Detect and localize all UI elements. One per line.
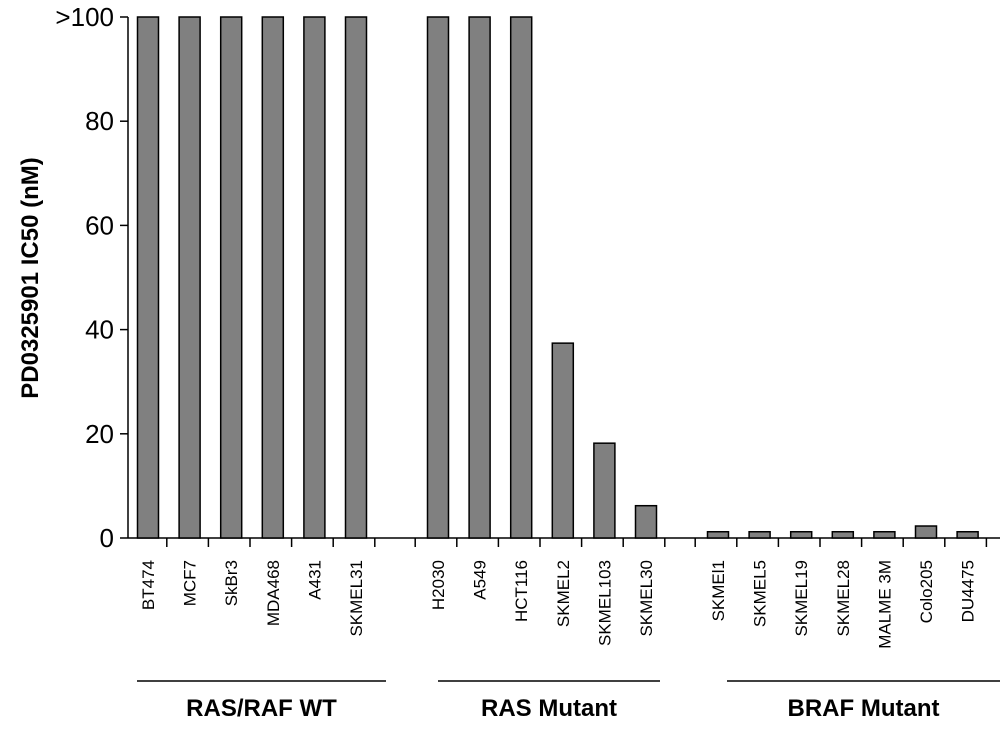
category-labels: BT474 MCF7 SkBr3 MDA468 A431 SKMEL31 H2030 A549… [139,560,978,649]
category-label: HCT116 [512,560,531,622]
category-label: SKMEL28 [834,560,853,637]
category-label: SKMEL30 [637,560,656,637]
bar-hct116 [509,16,533,539]
group-label: RAS/RAF WT [186,695,337,722]
group-label: BRAF Mutant [788,695,940,722]
bar-bt474 [136,16,160,539]
category-label: SKMEL5 [751,560,770,627]
category-label: SKMEL2 [554,560,573,627]
category-label: MDA468 [264,560,283,626]
bar-skmel2 [551,342,575,539]
category-label: A431 [305,560,324,600]
y-tick-label: >100 [55,2,114,32]
bar-skmel5 [748,530,771,539]
y-tick-label: 20 [85,419,114,449]
y-tick-label: 80 [85,106,114,136]
category-label: MCF7 [181,560,200,606]
y-tick-label: 40 [85,315,114,345]
bar-a549 [468,16,491,539]
category-label: H2030 [429,560,448,610]
bars [136,16,979,539]
category-label: SKMEL103 [595,560,614,646]
bar-colo205 [914,525,938,539]
bar-mda468 [261,16,285,539]
category-label: A549 [471,560,490,600]
category-label: DU4475 [959,560,978,622]
group-labels: RAS/RAF WT RAS Mutant BRAF Mutant [137,680,1000,722]
category-label: Colo205 [917,560,936,623]
bar-skmel19 [789,530,813,539]
bar-skmel103 [593,442,616,539]
y-axis-title-group: PD0325901 IC50 (nM) [17,157,44,398]
category-label: SKMEl1 [709,560,728,621]
category-label: SKMEL19 [792,560,811,637]
category-label: BT474 [139,560,158,610]
bar-skmel31 [344,16,368,539]
bar-mcf7 [178,16,201,539]
bar-skmel30 [634,504,658,539]
bar-du4475 [956,530,979,539]
category-label: SkBr3 [222,560,241,606]
y-axis-title: PD0325901 IC50 (nM) [17,157,44,398]
bar-skmel1 [706,530,730,539]
category-label: MALME 3M [875,560,894,649]
group-label: RAS Mutant [481,695,617,722]
bar-skmel28 [831,530,855,539]
bar-skbr3 [219,16,243,539]
bar-a431 [303,16,326,539]
category-label: SKMEL31 [347,560,366,637]
y-tick-label: 0 [100,523,114,553]
y-tick-label: 60 [85,210,114,240]
bar-malme-3m [873,530,896,539]
bar-h2030 [426,16,450,539]
